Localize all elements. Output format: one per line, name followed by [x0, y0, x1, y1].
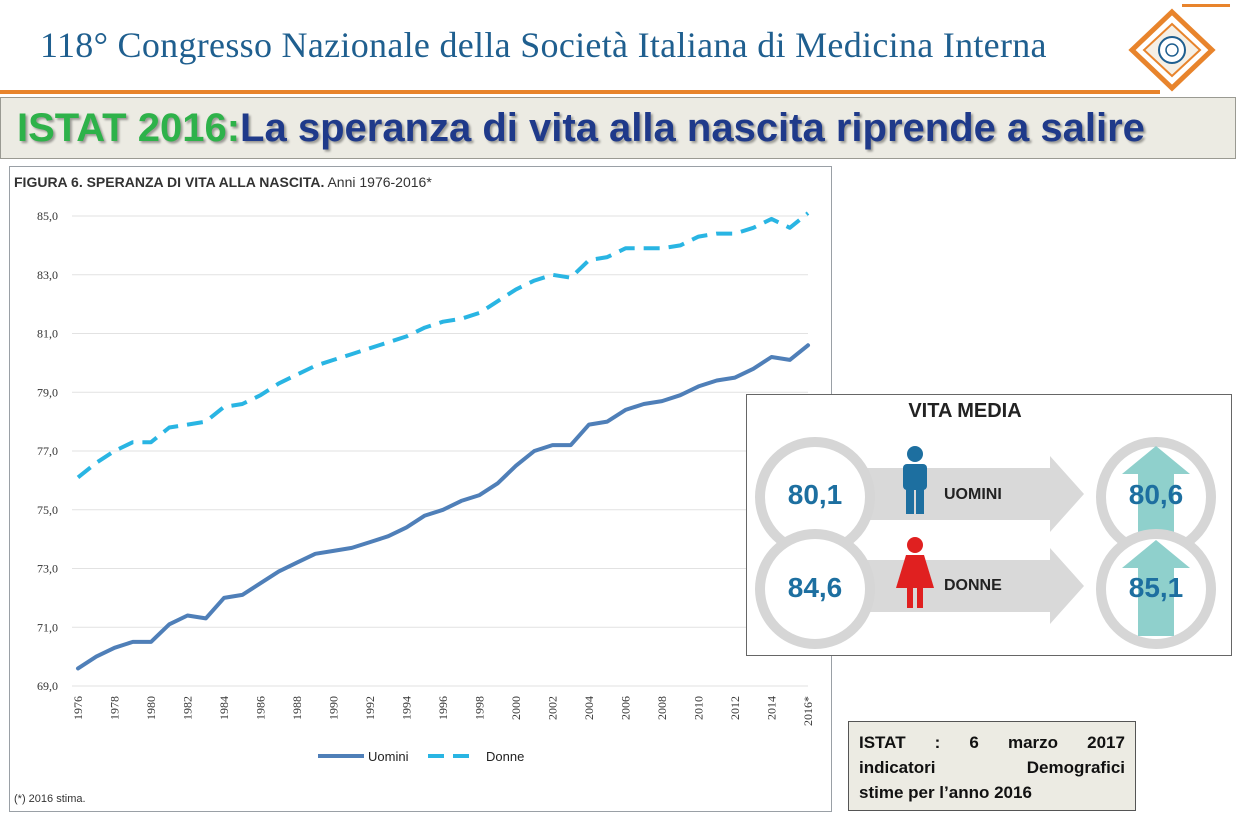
x-tick-label: 1990 — [327, 696, 341, 720]
x-tick-label: 2002 — [546, 696, 560, 720]
y-tick-label: 69,0 — [37, 679, 58, 693]
x-tick-label: 1984 — [217, 696, 231, 720]
chart-title-bold: FIGURA 6. SPERANZA DI VITA ALLA NASCITA. — [14, 174, 325, 190]
source-box: ISTAT : 6 marzo 2017 indicatori Demograf… — [848, 721, 1136, 811]
source-word: 2017 — [1087, 733, 1125, 752]
chart-panel — [9, 166, 832, 812]
x-tick-label: 2012 — [728, 696, 742, 720]
society-logo — [1128, 4, 1230, 92]
x-tick-label: 1982 — [181, 696, 195, 720]
source-word: : — [934, 733, 941, 752]
legend-label: Donne — [486, 749, 524, 764]
x-tick-label: 1988 — [290, 696, 304, 720]
y-tick-label: 73,0 — [37, 562, 58, 576]
slide-title-banner: ISTAT 2016:La speranza di vita alla nasc… — [0, 97, 1236, 159]
women-after-value: 85,1 — [1128, 572, 1184, 603]
source-word: ISTAT — [859, 733, 906, 752]
y-tick-label: 71,0 — [37, 620, 58, 634]
women-before-circle — [755, 529, 875, 649]
y-tick-label: 77,0 — [37, 444, 58, 458]
x-tick-label: 1986 — [254, 696, 268, 720]
x-tick-label: 1976 — [71, 696, 85, 720]
source-line-3: stime per l’anno 2016 — [859, 783, 1032, 802]
x-tick-label: 2008 — [655, 696, 669, 720]
source-word: 6 — [969, 733, 979, 752]
banner-prefix: ISTAT 2016: — [17, 106, 241, 150]
legend-label: Uomini — [368, 749, 409, 764]
y-tick-label: 75,0 — [37, 503, 58, 517]
women-label: DONNE — [944, 577, 1002, 594]
man-icon — [903, 446, 927, 514]
men-after-value: 80,6 — [1128, 479, 1184, 510]
chart-title-rest: Anni 1976-2016* — [327, 174, 432, 190]
banner-text: La speranza di vita alla nascita riprend… — [240, 106, 1145, 150]
y-tick-label: 81,0 — [37, 327, 58, 341]
y-tick-label: 83,0 — [37, 268, 58, 282]
men-label: UOMINI — [944, 486, 1002, 503]
source-word: indicatori — [859, 758, 936, 777]
y-tick-label: 85,0 — [37, 209, 58, 223]
men-before-value: 80,1 — [787, 479, 843, 510]
source-word: marzo — [1007, 733, 1059, 752]
vita-media-title: VITA MEDIA — [908, 400, 1022, 422]
source-line-1: ISTAT : 6 marzo 2017 — [859, 730, 1125, 755]
x-tick-label: 2016* — [801, 696, 815, 726]
women-before-value: 84,6 — [787, 572, 843, 603]
x-tick-label: 1998 — [473, 696, 487, 720]
x-tick-label: 2006 — [619, 696, 633, 720]
chart-footnote: (*) 2016 stima. — [14, 793, 86, 805]
x-tick-label: 2000 — [509, 696, 523, 720]
men-up-arrow — [1122, 446, 1190, 536]
x-tick-label: 1996 — [436, 696, 450, 720]
woman-icon — [896, 537, 934, 608]
x-tick-label: 1980 — [144, 696, 158, 720]
x-tick-label: 2004 — [582, 696, 596, 720]
series-line-donne — [76, 211, 810, 479]
header-title: 118° Congresso Nazionale della Società I… — [40, 25, 1047, 65]
x-tick-label: 1992 — [363, 696, 377, 720]
x-tick-label: 1978 — [108, 696, 122, 720]
x-tick-label: 2014 — [765, 696, 779, 720]
header-rule — [0, 90, 1160, 94]
source-word: Demografici — [1026, 758, 1125, 777]
women-up-arrow — [1122, 540, 1190, 636]
y-tick-label: 79,0 — [37, 385, 58, 399]
x-tick-label: 1994 — [400, 696, 414, 720]
source-line-2: indicatori Demografici — [859, 755, 1125, 780]
x-tick-label: 2010 — [692, 696, 706, 720]
chart-title: FIGURA 6. SPERANZA DI VITA ALLA NASCITA.… — [14, 174, 432, 190]
series-line-uomini — [76, 343, 810, 671]
